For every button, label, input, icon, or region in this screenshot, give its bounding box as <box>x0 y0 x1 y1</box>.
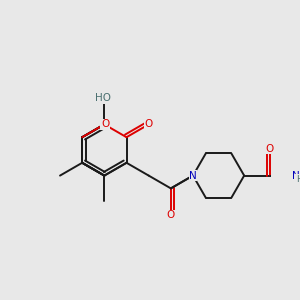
Text: O: O <box>167 210 175 220</box>
Text: O: O <box>266 144 274 154</box>
Text: H: H <box>296 175 300 184</box>
Text: N: N <box>189 171 197 181</box>
Text: O: O <box>101 119 109 129</box>
Text: N: N <box>189 171 197 181</box>
Text: O: O <box>145 119 153 129</box>
Text: N: N <box>292 171 300 181</box>
Text: HO: HO <box>95 93 111 103</box>
